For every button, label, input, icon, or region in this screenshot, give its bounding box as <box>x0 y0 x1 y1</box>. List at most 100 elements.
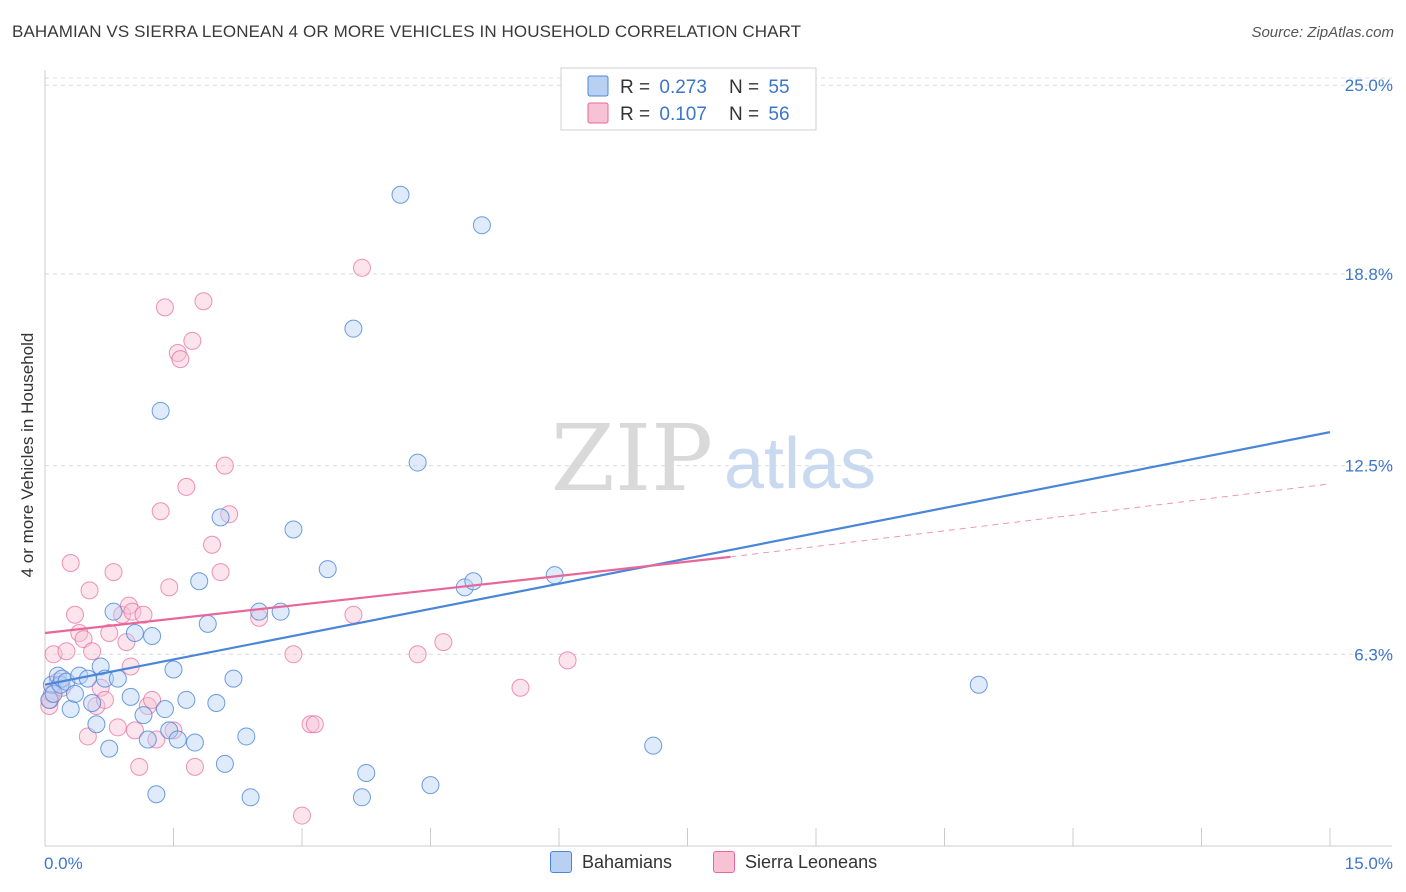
bahamian-point-31 <box>190 572 209 591</box>
x-tick-labels: 0.0% 15.0% <box>44 854 1393 873</box>
legend-n-label-1: N = <box>729 77 764 98</box>
bahamian-point-30 <box>185 733 204 752</box>
legend-r-value-1: 0.273 <box>659 77 707 98</box>
sierra-leonean-point-25 <box>130 757 149 776</box>
legend-item-sierra-leoneans[interactable]: Sierra Leoneans <box>713 851 877 873</box>
bahamian-point-21 <box>138 730 157 749</box>
sierra-leonean-point-53 <box>511 678 530 697</box>
bahamians-label: Bahamians <box>582 851 673 872</box>
sierra-leonean-point-32 <box>160 578 179 597</box>
x-tick-label-min: 0.0% <box>44 854 83 873</box>
y-tick-label-3: 25.0% <box>1345 76 1393 95</box>
bahamian-point-12 <box>87 715 106 734</box>
sierra-leonean-point-16 <box>100 623 119 642</box>
sierra-leonean-point-24 <box>125 721 144 740</box>
sierra-leonean-point-26 <box>134 605 153 624</box>
watermark-zip: ZIP <box>551 405 713 512</box>
bahamian-point-27 <box>168 730 187 749</box>
y-tick-label-2: 18.8% <box>1345 265 1393 284</box>
sierra-leonean-point-7 <box>65 605 84 624</box>
sierra-leonean-trend-line <box>44 555 731 635</box>
legend-r-label-2: R = <box>620 104 655 125</box>
bahamian-point-2 <box>44 684 63 703</box>
bahamian-point-33 <box>207 693 226 712</box>
sierra-leonean-point-46 <box>293 806 311 825</box>
sierra-leonean-point-52 <box>434 633 453 652</box>
sierra-leonean-point-33 <box>164 721 183 740</box>
axes <box>44 70 1392 847</box>
stats-legend: R = 0.273 N = 55 R = 0.107 N = 56 <box>560 67 817 131</box>
sierra-leonean-point-30 <box>151 502 170 521</box>
bahamian-point-45 <box>357 763 376 782</box>
bahamian-point-13 <box>91 657 110 676</box>
sierra-leoneans-label: Sierra Leoneans <box>745 851 878 872</box>
svg-text:R = 0.107: R = 0.107 <box>620 104 707 125</box>
x-tick-label-max: 15.0% <box>1345 854 1393 873</box>
bahamians-swatch <box>550 851 572 873</box>
sierra-leonean-points <box>40 258 577 825</box>
bahamian-point-11 <box>83 693 102 712</box>
sierra-leonean-point-11 <box>80 581 99 600</box>
legend-item-bahamians[interactable]: Bahamians <box>550 851 672 873</box>
bahamian-point-51 <box>472 216 491 235</box>
bahamian-point-10 <box>78 669 97 688</box>
bahamian-point-24 <box>151 401 170 420</box>
bahamian-point-35 <box>215 754 234 773</box>
bahamian-point-46 <box>391 185 410 204</box>
sierra-leonean-point-40 <box>203 535 222 554</box>
bahamian-trend-line <box>44 431 1331 686</box>
legend-n-value-2: 56 <box>768 104 789 125</box>
gridlines <box>45 77 1392 655</box>
legend-swatch-bahamians <box>587 75 609 97</box>
sierra-leonean-point-17 <box>104 563 123 582</box>
watermark-atlas: atlas <box>724 424 876 504</box>
legend-swatch-sierra-leoneans <box>587 102 609 124</box>
sierra-leonean-trend-extension <box>730 483 1331 558</box>
bahamian-point-20 <box>134 706 153 725</box>
sierra-leonean-point-31 <box>155 298 174 317</box>
bahamian-point-23 <box>147 785 166 804</box>
sierra-leonean-point-9 <box>74 630 93 649</box>
bahamian-points <box>40 185 988 807</box>
legend-n-label-2: N = <box>729 104 764 125</box>
bahamian-point-53 <box>644 736 663 755</box>
sierra-leonean-point-49 <box>344 605 363 624</box>
sierra-leonean-point-18 <box>108 718 127 737</box>
sierra-leonean-point-36 <box>177 477 196 496</box>
y-tick-labels: 6.3% 12.5% 18.8% 25.0% <box>1345 76 1393 664</box>
bahamian-point-16 <box>104 602 123 621</box>
sierra-leonean-point-12 <box>83 642 102 661</box>
bahamian-point-8 <box>65 684 84 703</box>
bahamian-point-42 <box>318 560 337 579</box>
sierra-leonean-point-38 <box>185 757 204 776</box>
bahamian-point-39 <box>250 602 269 621</box>
bahamian-point-34 <box>211 508 230 527</box>
sierra-leonean-point-23 <box>123 602 142 621</box>
sierra-leonean-point-50 <box>352 258 371 277</box>
bahamian-point-29 <box>177 690 196 709</box>
trend-lines <box>44 431 1331 686</box>
sierra-leonean-point-37 <box>183 331 202 350</box>
bahamian-point-32 <box>198 614 217 633</box>
bahamian-point-19 <box>125 623 144 642</box>
legend-r-value-2: 0.107 <box>659 104 707 125</box>
sierra-leonean-point-41 <box>211 563 230 582</box>
svg-text:N = 55: N = 55 <box>729 77 790 98</box>
sierra-leonean-point-47 <box>301 715 320 734</box>
sierra-leonean-point-54 <box>558 651 577 670</box>
bahamian-point-25 <box>155 700 174 719</box>
bahamian-point-41 <box>284 520 303 539</box>
bahamian-point-37 <box>237 727 256 746</box>
bahamian-point-44 <box>352 788 371 807</box>
bahamian-point-36 <box>224 669 243 688</box>
sierra-leonean-point-14 <box>91 678 110 697</box>
sierra-leonean-point-45 <box>284 645 303 664</box>
bahamian-point-54 <box>969 675 988 694</box>
sierra-leonean-point-28 <box>143 690 162 709</box>
bahamian-point-38 <box>241 788 260 807</box>
legend-n-value-1: 55 <box>768 77 789 98</box>
bahamian-point-48 <box>421 776 440 795</box>
sierra-leonean-point-21 <box>119 596 138 615</box>
bahamian-point-22 <box>143 627 162 646</box>
y-tick-label-0: 6.3% <box>1354 645 1393 664</box>
